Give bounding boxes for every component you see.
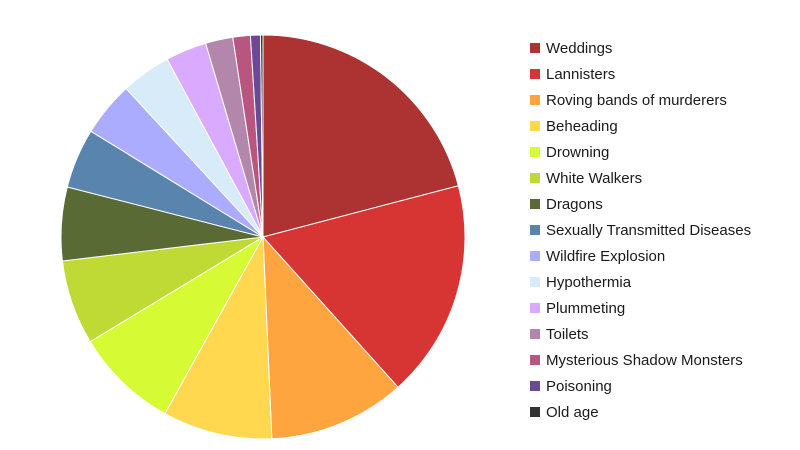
legend-item: Dragons: [530, 191, 751, 217]
legend-swatch: [530, 121, 540, 131]
pie-slice-beheading: [164, 235, 273, 440]
legend-swatch: [530, 381, 540, 391]
legend-swatch: [530, 43, 540, 53]
legend-label: Toilets: [546, 325, 589, 343]
legend: Weddings Lannisters Roving bands of murder…: [530, 35, 751, 425]
pie-slice-lannisters: [262, 185, 466, 388]
legend-swatch: [530, 303, 540, 313]
legend-item: Lannisters: [530, 61, 751, 87]
legend-swatch: [530, 199, 540, 209]
legend-label: Mysterious Shadow Monsters: [546, 351, 743, 369]
legend-label: Drowning: [546, 143, 610, 161]
legend-item: Drowning: [530, 139, 751, 165]
legend-swatch: [530, 251, 540, 261]
legend-swatch: [530, 225, 540, 235]
legend-label: Lannisters: [546, 65, 616, 83]
legend-item: Hypothermia: [530, 269, 751, 295]
legend-item: Wildfire Explosion: [530, 243, 751, 269]
legend-item: Old age: [530, 399, 751, 425]
legend-label: Plummeting: [546, 299, 626, 317]
legend-label: Hypothermia: [546, 273, 632, 291]
legend-swatch: [530, 355, 540, 365]
legend-swatch: [530, 69, 540, 79]
legend-label: Old age: [546, 403, 599, 421]
legend-item: Roving bands of murderers: [530, 87, 751, 113]
pie-slice-drowning: [89, 235, 265, 415]
legend-item: Weddings: [530, 35, 751, 61]
legend-label: Roving bands of murderers: [546, 91, 727, 109]
legend-item: Mysterious Shadow Monsters: [530, 347, 751, 373]
legend-item: Toilets: [530, 321, 751, 347]
legend-swatch: [530, 329, 540, 339]
legend-label: Beheading: [546, 117, 618, 135]
legend-item: White Walkers: [530, 165, 751, 191]
legend-item: Sexually Transmitted Diseases: [530, 217, 751, 243]
legend-label: Wildfire Explosion: [546, 247, 666, 265]
legend-label: Poisoning: [546, 377, 612, 395]
legend-swatch: [530, 277, 540, 287]
legend-swatch: [530, 407, 540, 417]
legend-label: White Walkers: [546, 169, 643, 187]
legend-label: Dragons: [546, 195, 603, 213]
legend-swatch: [530, 147, 540, 157]
pie-slice-weddings: [262, 34, 460, 238]
legend-label: Weddings: [546, 39, 613, 57]
legend-swatch: [530, 95, 540, 105]
legend-swatch: [530, 173, 540, 183]
legend-item: Beheading: [530, 113, 751, 139]
pie-slice-roving-bands-of-murderers: [262, 235, 399, 440]
legend-label: Sexually Transmitted Diseases: [546, 221, 752, 239]
legend-item: Plummeting: [530, 295, 751, 321]
pie-slice-old-age: [259, 34, 264, 238]
legend-item: Poisoning: [530, 373, 751, 399]
